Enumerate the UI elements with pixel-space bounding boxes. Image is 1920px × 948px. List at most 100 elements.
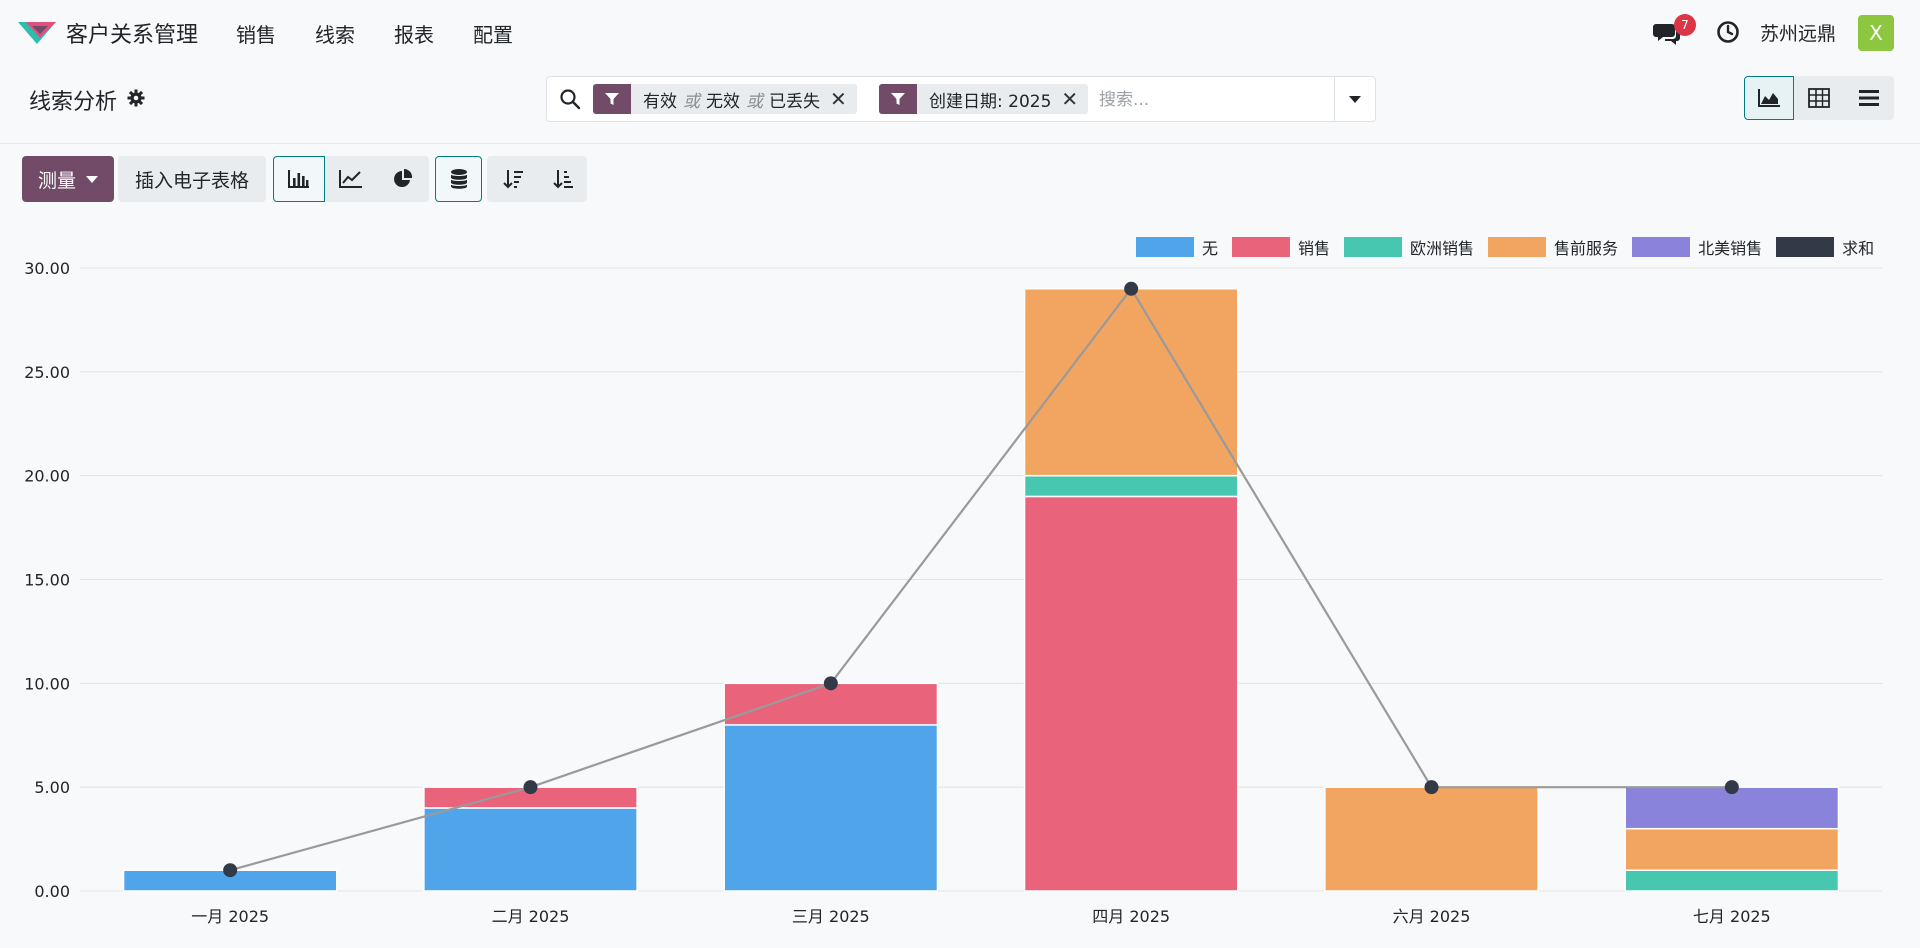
sort-ascending-icon — [552, 170, 573, 189]
y-tick-label: 20.00 — [24, 467, 70, 486]
filter-icon — [879, 84, 917, 114]
y-tick-label: 0.00 — [34, 882, 70, 901]
legend-swatch — [1632, 237, 1691, 257]
search-input[interactable] — [1097, 87, 1321, 113]
facet-separator: 或 — [746, 91, 763, 112]
search-icon[interactable] — [559, 88, 581, 110]
legend-label: 北美销售 — [1698, 239, 1763, 258]
legend-label: 欧洲销售 — [1410, 239, 1475, 258]
activity-clock-icon[interactable] — [1716, 20, 1740, 44]
menu-item-leads[interactable]: 线索 — [315, 23, 355, 47]
bar-segment — [1324, 786, 1539, 892]
gear-icon[interactable] — [127, 89, 145, 107]
top-navbar: 客户关系管理 销售 线索 报表 配置 7 苏州远鼎 X — [0, 0, 1920, 66]
menu-item-reports[interactable]: 报表 — [394, 23, 434, 47]
x-tick-label: 六月 2025 — [1393, 907, 1471, 926]
caret-down-icon — [86, 175, 98, 183]
view-list-button[interactable] — [1844, 76, 1894, 120]
bar-segment — [1624, 869, 1840, 892]
legend-item[interactable]: 售前服务 — [1488, 235, 1618, 259]
sort-descending-button[interactable] — [487, 156, 538, 202]
sort-ascending-button[interactable] — [538, 156, 587, 202]
legend-label: 无 — [1202, 239, 1219, 258]
chat-icon[interactable] — [1652, 18, 1682, 48]
sum-point — [1124, 281, 1139, 296]
list-icon — [1859, 90, 1879, 106]
legend-item[interactable]: 销售 — [1232, 235, 1330, 259]
app-title[interactable]: 客户关系管理 — [66, 23, 199, 48]
x-tick-label: 一月 2025 — [191, 907, 269, 926]
stacked-toggle-button[interactable] — [435, 156, 482, 202]
y-tick-label: 5.00 — [34, 778, 70, 797]
filter-icon — [593, 84, 631, 114]
x-tick-label: 三月 2025 — [792, 907, 870, 926]
bar-segment — [423, 807, 638, 892]
search-options-toggle[interactable] — [1334, 77, 1375, 121]
sort-descending-icon — [502, 170, 523, 189]
page-title: 线索分析 — [29, 90, 118, 115]
bar-chart-button[interactable] — [273, 156, 325, 202]
facet-value: 有效 — [643, 91, 677, 112]
view-pivot-button[interactable] — [1794, 76, 1844, 120]
bar-segment — [1023, 288, 1239, 477]
legend-item[interactable]: 无 — [1136, 235, 1218, 259]
main-menu: 销售 线索 报表 配置 — [236, 19, 552, 48]
menu-item-sales[interactable]: 销售 — [236, 23, 276, 47]
filter-facet-status: 有效或无效或已丢失 ✕ — [593, 84, 857, 114]
crm-logo-icon[interactable] — [18, 20, 56, 46]
bar-segment — [723, 724, 939, 892]
sum-point — [223, 863, 238, 878]
search-bar: 有效或无效或已丢失 ✕ 创建日期: 2025 ✕ — [546, 76, 1376, 122]
y-tick-label: 15.00 — [24, 571, 70, 590]
facet-remove-icon[interactable]: ✕ — [1061, 87, 1079, 111]
measure-label: 测量 — [37, 169, 76, 192]
measure-dropdown-button[interactable]: 测量 — [22, 156, 114, 202]
legend-label: 求和 — [1842, 239, 1875, 258]
y-tick-label: 25.00 — [24, 363, 70, 382]
caret-down-icon — [1349, 96, 1361, 103]
pie-chart-button[interactable] — [377, 156, 429, 202]
facet-remove-icon[interactable]: ✕ — [830, 87, 847, 111]
legend-item[interactable]: 求和 — [1776, 235, 1874, 259]
menu-item-config[interactable]: 配置 — [473, 23, 513, 47]
legend-swatch — [1776, 237, 1835, 257]
company-switcher[interactable]: 苏州远鼎 — [1760, 23, 1837, 45]
facet-values: 有效或无效或已丢失 — [631, 87, 830, 112]
stack-toggle-group — [435, 156, 482, 202]
legend-swatch — [1136, 237, 1194, 257]
insert-spreadsheet-button[interactable]: 插入电子表格 — [118, 156, 266, 202]
facet-value: 已丢失 — [769, 91, 820, 112]
y-tick-label: 30.00 — [24, 259, 70, 278]
bar-segment — [1624, 827, 1840, 871]
legend-swatch — [1344, 237, 1403, 257]
stacked-bar-chart: 0.00 5.00 10.00 15.00 20.00 25.00 30.00 一月 2025… — [24, 259, 1882, 926]
table-icon — [1808, 88, 1830, 108]
sum-line — [229, 286, 1732, 872]
bar-segment — [1023, 474, 1239, 498]
legend-label: 销售 — [1298, 239, 1331, 258]
legend-swatch — [1488, 237, 1547, 257]
legend-item[interactable]: 欧洲销售 — [1344, 235, 1474, 259]
line-chart-icon — [339, 170, 362, 188]
line-chart-button[interactable] — [325, 156, 377, 202]
legend-item[interactable]: 北美销售 — [1632, 235, 1762, 259]
view-switcher — [1744, 76, 1894, 120]
x-tick-label: 四月 2025 — [1092, 907, 1170, 926]
area-chart-icon — [1758, 89, 1780, 107]
database-stack-icon — [450, 169, 467, 189]
sum-point — [1424, 780, 1439, 795]
bar-segment — [1023, 495, 1239, 892]
view-graph-button[interactable] — [1744, 76, 1794, 120]
x-tick-label: 七月 2025 — [1693, 907, 1771, 926]
chart-type-group — [273, 156, 429, 202]
header-divider — [0, 143, 1920, 144]
sum-point — [823, 676, 838, 691]
sum-point — [1724, 780, 1739, 795]
user-avatar[interactable]: X — [1858, 15, 1894, 51]
facet-value: 无效 — [706, 91, 740, 112]
facet-separator: 或 — [683, 91, 700, 112]
insert-spreadsheet-label: 插入电子表格 — [134, 169, 249, 192]
legend-label: 售前服务 — [1554, 239, 1619, 258]
sum-point — [523, 780, 538, 795]
y-tick-label: 10.00 — [24, 674, 70, 693]
